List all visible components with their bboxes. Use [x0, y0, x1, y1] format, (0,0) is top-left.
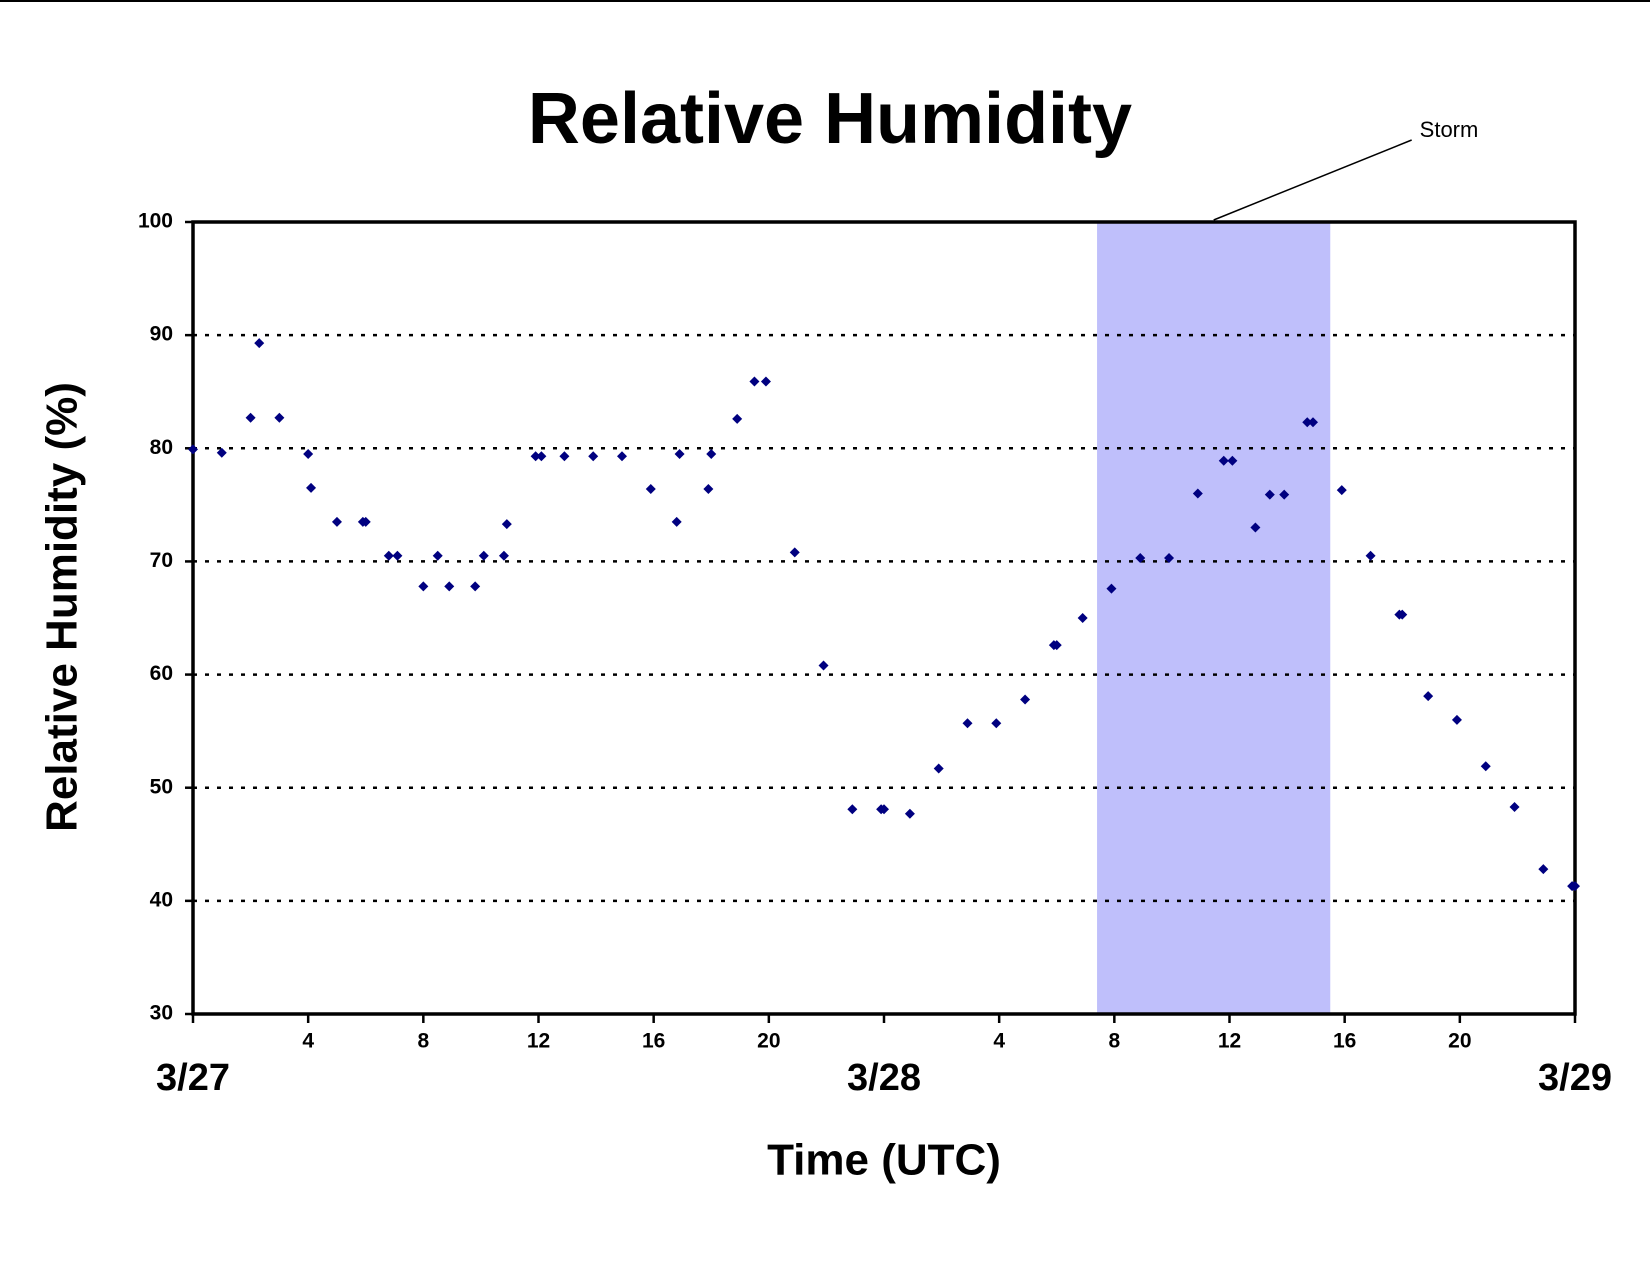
data-point	[1451, 714, 1462, 725]
x-date-label: 3/29	[1538, 1057, 1612, 1099]
data-point	[306, 482, 317, 493]
data-point	[645, 484, 656, 495]
data-point	[732, 413, 743, 424]
data-point	[1307, 417, 1318, 428]
data-point	[847, 804, 858, 815]
data-point	[216, 447, 227, 458]
data-point	[706, 448, 717, 459]
data-point	[1135, 553, 1146, 564]
data-point	[331, 516, 342, 527]
data-point	[245, 412, 256, 423]
x-date-label: 3/27	[156, 1057, 230, 1099]
data-point	[470, 581, 481, 592]
y-tick-label: 60	[150, 662, 173, 685]
x-tick-label: 12	[1218, 1030, 1241, 1053]
plot-frame	[191, 220, 1577, 1016]
data-point	[478, 550, 489, 561]
annotation-label: Storm	[1420, 117, 1479, 142]
data-point	[418, 581, 429, 592]
data-point	[1106, 583, 1117, 594]
y-tick-label: 80	[150, 436, 173, 459]
data-point	[818, 660, 829, 671]
data-point	[1336, 485, 1347, 496]
data-point	[1480, 761, 1491, 772]
data-point	[1397, 609, 1408, 620]
annotation-leader	[1213, 139, 1412, 221]
data-point	[1302, 417, 1313, 428]
data-point	[671, 516, 682, 527]
y-tick-label: 40	[150, 888, 173, 911]
y-tick-label: 70	[150, 549, 173, 572]
data-point	[274, 412, 285, 423]
y-axis-label: Relative Humidity (%)	[38, 382, 87, 832]
data-point	[1423, 691, 1434, 702]
x-tick-label: 20	[757, 1030, 780, 1053]
data-point	[904, 808, 915, 819]
data-point	[254, 338, 265, 349]
data-point	[501, 519, 512, 530]
x-tick-label: 4	[993, 1030, 1005, 1053]
x-tick-label: 8	[417, 1030, 429, 1053]
x-tick-label: 16	[1333, 1030, 1356, 1053]
data-point	[749, 376, 760, 387]
y-tick-label: 50	[150, 775, 173, 798]
y-tick-label: 100	[138, 210, 173, 233]
data-point	[536, 451, 547, 462]
data-point	[530, 451, 541, 462]
data-point	[1365, 550, 1376, 561]
data-point	[991, 718, 1002, 729]
data-point	[383, 550, 394, 561]
chart-title: Relative Humidity	[528, 79, 1132, 159]
data-point	[1538, 864, 1549, 875]
data-point	[703, 484, 714, 495]
data-point	[1051, 640, 1062, 651]
data-point	[1570, 881, 1580, 892]
data-point	[1279, 489, 1290, 500]
data-point	[392, 550, 403, 561]
data-point	[962, 718, 973, 729]
data-point	[933, 763, 944, 774]
data-point	[1020, 694, 1031, 705]
x-axis-label: Time (UTC)	[767, 1136, 1001, 1185]
data-point	[559, 451, 570, 462]
data-point	[188, 444, 198, 455]
data-point	[1164, 553, 1175, 564]
data-point	[1264, 489, 1275, 500]
data-point	[760, 376, 771, 387]
data-point	[789, 547, 800, 558]
x-tick-label: 12	[527, 1030, 550, 1053]
x-tick-label: 20	[1448, 1030, 1471, 1053]
data-point	[1077, 613, 1088, 623]
data-point	[498, 550, 509, 561]
data-point	[1509, 801, 1520, 812]
data-point	[432, 550, 443, 561]
data-point	[1192, 488, 1203, 499]
data-point	[674, 448, 685, 459]
x-tick-label: 4	[302, 1030, 314, 1053]
x-tick-label: 8	[1108, 1030, 1120, 1053]
y-tick-label: 90	[150, 323, 173, 346]
data-point	[444, 581, 455, 592]
data-point	[1227, 455, 1238, 466]
data-point	[303, 448, 314, 459]
data-point	[879, 804, 889, 815]
data-point	[360, 516, 371, 527]
storm-band	[1097, 222, 1331, 1014]
x-date-label: 3/28	[847, 1057, 921, 1099]
data-point	[1218, 455, 1229, 466]
x-tick-label: 16	[642, 1030, 665, 1053]
y-tick-label: 30	[150, 1002, 173, 1025]
data-point	[1250, 522, 1261, 533]
data-point	[588, 451, 599, 462]
data-point	[616, 451, 627, 462]
